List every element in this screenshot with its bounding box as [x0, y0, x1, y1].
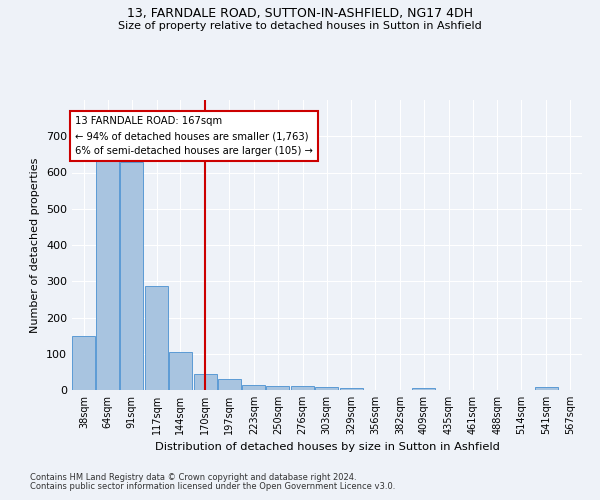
Text: Distribution of detached houses by size in Sutton in Ashfield: Distribution of detached houses by size … — [155, 442, 499, 452]
Text: Contains HM Land Registry data © Crown copyright and database right 2024.: Contains HM Land Registry data © Crown c… — [30, 472, 356, 482]
Bar — [340, 388, 363, 390]
Bar — [535, 388, 557, 390]
Bar — [218, 379, 241, 390]
Bar — [169, 352, 192, 390]
Bar — [97, 162, 119, 390]
Text: Size of property relative to detached houses in Sutton in Ashfield: Size of property relative to detached ho… — [118, 21, 482, 31]
Bar — [266, 386, 289, 390]
Bar — [291, 386, 314, 390]
Bar — [145, 286, 168, 390]
Bar — [412, 388, 436, 390]
Bar — [315, 386, 338, 390]
Bar — [242, 386, 265, 390]
Bar — [73, 336, 95, 390]
Y-axis label: Number of detached properties: Number of detached properties — [31, 158, 40, 332]
Text: Contains public sector information licensed under the Open Government Licence v3: Contains public sector information licen… — [30, 482, 395, 491]
Text: 13, FARNDALE ROAD, SUTTON-IN-ASHFIELD, NG17 4DH: 13, FARNDALE ROAD, SUTTON-IN-ASHFIELD, N… — [127, 8, 473, 20]
Bar — [120, 162, 143, 390]
Text: 13 FARNDALE ROAD: 167sqm
← 94% of detached houses are smaller (1,763)
6% of semi: 13 FARNDALE ROAD: 167sqm ← 94% of detach… — [75, 116, 313, 156]
Bar — [194, 374, 217, 390]
